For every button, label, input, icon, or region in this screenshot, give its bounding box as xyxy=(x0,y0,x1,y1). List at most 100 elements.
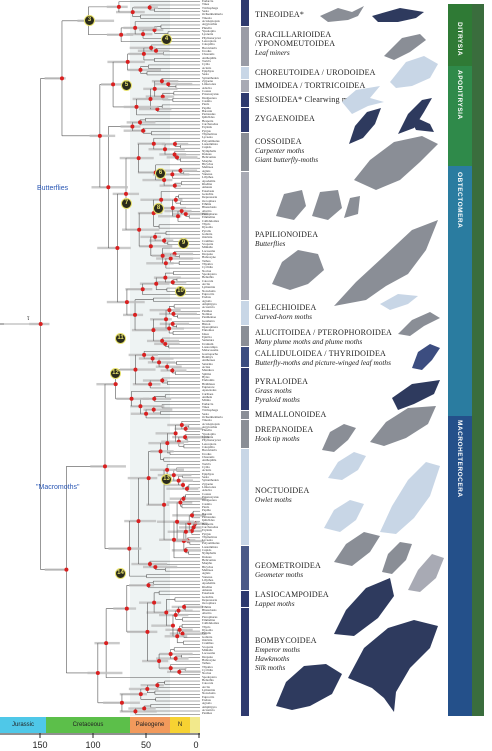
tip-label: Trichophaga xyxy=(202,408,218,413)
confidence-bar xyxy=(128,687,159,691)
confidence-bar xyxy=(119,368,156,371)
tip-label: Cupido xyxy=(202,548,212,553)
bar-pyraloidea xyxy=(241,368,249,410)
tip-label: Erebus xyxy=(202,697,211,702)
tip-label: Notodonta xyxy=(202,288,216,293)
tip-label: Lacosoma xyxy=(202,248,216,253)
tree-node xyxy=(153,564,158,569)
tip-label: Polyommatus xyxy=(202,541,220,546)
tip-label: Acleris xyxy=(202,65,212,70)
tip-label: Hesperia xyxy=(202,118,214,123)
tip-label: Epiphyas xyxy=(202,68,214,73)
lasiocampoidea-moth-silhouette xyxy=(334,578,394,636)
tip-label: Prionoxystus xyxy=(202,494,219,499)
confidence-bar xyxy=(167,530,191,533)
node-marker-13: 13 xyxy=(161,474,172,485)
tree-node xyxy=(162,147,167,152)
tau-label: τ xyxy=(27,316,30,322)
tip-label: Bucculatrix xyxy=(202,448,217,453)
tip-label: Lacosoma xyxy=(202,651,216,656)
tree-node xyxy=(164,317,169,322)
tree-node xyxy=(162,178,167,183)
tip-label: Heliothis xyxy=(202,275,214,280)
tip-label: Pyralis xyxy=(202,228,211,233)
tip-label: Eudarcia xyxy=(202,401,214,406)
tip-label: Libythea xyxy=(202,175,214,180)
tip-label: Agrotis xyxy=(202,298,212,303)
tip-label: Amphipyra xyxy=(202,704,217,709)
tip-label: Dudgeonea xyxy=(202,95,217,100)
tree-node xyxy=(64,567,69,572)
tip-label: Cossus xyxy=(202,491,212,496)
tip-label: Bicyclus xyxy=(202,564,214,569)
node-marker-8: 8 xyxy=(153,203,164,214)
gracillarioidea-moth-silhouette xyxy=(384,34,426,60)
tip-label: Urodus xyxy=(202,48,212,53)
confidence-bar xyxy=(155,432,178,435)
tip-label: Castnia xyxy=(202,98,212,103)
tree-node xyxy=(124,300,129,305)
tree-node xyxy=(189,528,194,533)
bombycoidea-moth-silhouette xyxy=(348,620,438,712)
tip-label: Acronicta xyxy=(202,305,215,310)
tip-label: Leucoptera xyxy=(202,38,217,43)
tip-label: Ochsenheimeria xyxy=(202,12,223,17)
confidence-bar xyxy=(96,382,118,386)
phylogenetic-tree-area: Eudarcia Tinea Trichophaga Sesia Ochsenheime… xyxy=(0,0,240,716)
tip-label: Notodonta xyxy=(202,691,216,696)
tip-label: Ostrinia xyxy=(202,638,213,642)
confidence-bar xyxy=(167,423,189,427)
tip-label: Spodoptera xyxy=(202,674,217,679)
tip-label: Papilio xyxy=(202,105,212,110)
tip-label: Nymphalis xyxy=(202,551,216,556)
drepanoidea-moth-silhouette xyxy=(370,406,436,446)
tree-node xyxy=(141,32,146,37)
bar-noctuoidea xyxy=(241,449,249,545)
confidence-bar xyxy=(155,82,193,86)
tip-label: Bicyclus xyxy=(202,162,214,167)
bar-bombycoidea xyxy=(241,608,249,716)
confidence-bar xyxy=(166,487,199,490)
tree-node xyxy=(59,76,64,81)
bar-alucitoidea xyxy=(241,326,249,346)
confidence-bar xyxy=(143,565,178,569)
tip-label: Ennomos xyxy=(202,328,215,333)
tree-node xyxy=(170,368,175,373)
confidence-bar xyxy=(139,245,173,248)
tree-node xyxy=(144,411,149,416)
tree-node xyxy=(190,513,195,518)
tree-node xyxy=(166,82,171,87)
tip-label: Alucita xyxy=(202,208,212,213)
confidence-bar xyxy=(179,526,202,529)
tip-label: Sphinx xyxy=(202,371,212,376)
tip-label: Erynnis xyxy=(202,528,212,533)
tree-node xyxy=(183,529,188,534)
tree-node xyxy=(119,700,124,705)
tree-node xyxy=(153,234,158,239)
tree-node xyxy=(146,476,151,481)
tip-label: Mimallo xyxy=(202,647,213,652)
tip-label: Mirina xyxy=(202,398,211,403)
confidence-bar xyxy=(137,171,165,174)
confidence-bar xyxy=(126,32,153,36)
tree-node xyxy=(116,4,121,9)
tip-label: Calliduloides xyxy=(202,621,219,626)
confidence-bar xyxy=(166,156,198,159)
tip-label: Pterophorus xyxy=(202,212,218,216)
confidence-bar xyxy=(146,611,168,614)
tree-node xyxy=(152,600,157,605)
tree-node xyxy=(174,155,179,160)
calliduloidea-moth-silhouette xyxy=(412,344,440,370)
tip-label: Pyrgus xyxy=(202,531,211,536)
tip-label: Oecophora xyxy=(202,198,216,203)
tineoidea-moth-silhouette-2 xyxy=(372,8,424,22)
tip-label: Melitaea xyxy=(202,568,214,573)
period-quaternary xyxy=(190,717,200,733)
geometroidea-moth-silhouette-3 xyxy=(408,554,444,592)
tree-node xyxy=(183,426,188,431)
tip-label: Sesia xyxy=(202,411,209,416)
tree-node xyxy=(171,537,176,542)
confidence-bar xyxy=(146,503,170,507)
tip-label: Endromis xyxy=(202,378,215,383)
